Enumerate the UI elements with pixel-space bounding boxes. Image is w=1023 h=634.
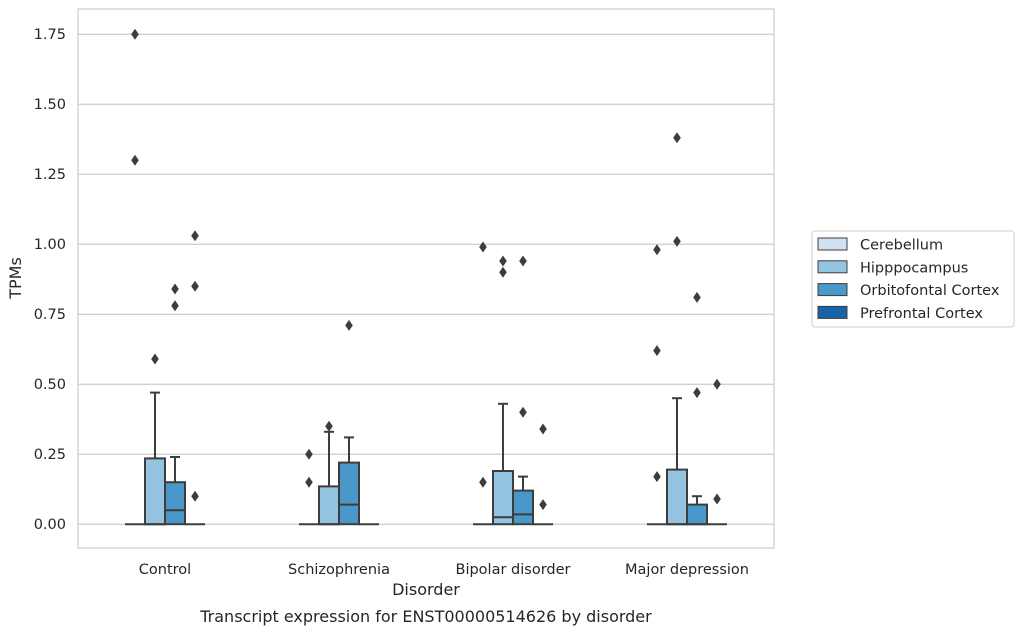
box-bipolar-disorder-cerebellum xyxy=(472,241,493,526)
box-iqr xyxy=(512,489,535,526)
box-iqr xyxy=(686,503,709,526)
flier-point xyxy=(345,319,353,331)
chart-caption: Transcript expression for ENST0000051462… xyxy=(199,607,652,626)
grid-lines xyxy=(78,33,774,525)
legend-swatch-orbitofontal-cortex xyxy=(817,283,848,297)
flier-point xyxy=(305,448,313,460)
flier-point xyxy=(479,241,487,253)
box-schizophrenia-orbitofontal-cortex xyxy=(338,319,361,526)
y-tick-label: 0.75 xyxy=(34,307,66,323)
legend-label-orbitofontal-cortex: Orbitofontal Cortex xyxy=(860,283,1000,299)
flier-point xyxy=(171,300,179,312)
box-bipolar-disorder-hipppocampus xyxy=(491,255,514,526)
flier-point xyxy=(191,490,199,502)
box-iqr xyxy=(338,461,361,526)
box-bipolar-disorder-orbitofontal-cortex xyxy=(512,255,535,526)
x-axis-ticks: Control Schizophrenia Bipolar disorder Majo… xyxy=(139,562,749,578)
flier-point xyxy=(325,420,333,432)
flier-point xyxy=(713,493,721,505)
y-axis-label: TPMs xyxy=(6,257,25,300)
flier-point xyxy=(191,230,199,242)
flier-point xyxy=(653,345,661,357)
box-control-prefrontal-cortex xyxy=(185,230,206,526)
flier-point xyxy=(499,266,507,278)
legend: Cerebellum Hipppocampus Orbitofontal Corte… xyxy=(811,230,1015,328)
flier-point xyxy=(305,476,313,488)
flier-point xyxy=(653,471,661,483)
y-tick-label: 0.50 xyxy=(34,377,66,393)
box-major-depression-cerebellum xyxy=(646,244,667,526)
flier-point xyxy=(151,353,159,365)
x-tick-label: Schizophrenia xyxy=(288,562,390,578)
box-iqr xyxy=(143,457,167,526)
flier-point xyxy=(539,423,547,435)
box-major-depression-orbitofontal-cortex xyxy=(686,291,709,526)
x-tick-label: Control xyxy=(139,562,191,578)
x-tick-label: Major depression xyxy=(625,562,749,578)
flier-point xyxy=(131,154,139,166)
legend-swatch-prefrontal-cortex xyxy=(817,305,848,319)
legend-swatch-cerebellum xyxy=(817,237,848,251)
plot-frame xyxy=(77,8,775,549)
flier-point xyxy=(539,499,547,511)
flier-point xyxy=(499,255,507,267)
box-iqr xyxy=(665,468,688,526)
legend-label-prefrontal-cortex: Prefrontal Cortex xyxy=(860,306,983,322)
flier-point xyxy=(131,28,139,40)
box-iqr xyxy=(317,485,340,526)
y-tick-label: 1.00 xyxy=(34,237,66,253)
flier-point xyxy=(191,280,199,292)
flier-point xyxy=(171,283,179,295)
box-series xyxy=(124,28,728,526)
box-major-depression-hipppocampus xyxy=(665,132,688,526)
flier-point xyxy=(653,244,661,256)
legend-label-cerebellum: Cerebellum xyxy=(860,238,943,254)
flier-point xyxy=(673,235,681,247)
flier-point xyxy=(519,255,527,267)
x-axis-label: Disorder xyxy=(392,580,460,599)
flier-point xyxy=(673,132,681,144)
legend-box xyxy=(811,230,1015,328)
box-schizophrenia-hipppocampus xyxy=(317,420,340,526)
x-tick-label: Bipolar disorder xyxy=(456,562,571,578)
box-schizophrenia-cerebellum xyxy=(298,448,319,526)
box-major-depression-prefrontal-cortex xyxy=(707,378,728,526)
y-tick-label: 1.50 xyxy=(34,97,66,113)
y-tick-label: 1.25 xyxy=(34,167,66,183)
legend-label-hipppocampus: Hipppocampus xyxy=(860,260,968,276)
flier-point xyxy=(519,406,527,418)
y-axis-ticks: 0.00 0.25 0.50 0.75 1.00 1.25 1.50 1.75 xyxy=(34,27,66,533)
flier-point xyxy=(693,387,701,399)
box-control-hipppocampus xyxy=(143,353,167,526)
legend-swatch-hipppocampus xyxy=(817,260,848,274)
box-control-orbitofontal-cortex xyxy=(164,283,187,526)
y-tick-label: 0.00 xyxy=(34,517,66,533)
y-tick-label: 1.75 xyxy=(34,27,66,43)
box-bipolar-disorder-prefrontal-cortex xyxy=(533,423,554,526)
flier-point xyxy=(479,476,487,488)
y-tick-label: 0.25 xyxy=(34,447,66,463)
box-control-cerebellum xyxy=(124,28,145,526)
box-iqr xyxy=(164,481,187,526)
flier-point xyxy=(693,291,701,303)
flier-point xyxy=(713,378,721,390)
